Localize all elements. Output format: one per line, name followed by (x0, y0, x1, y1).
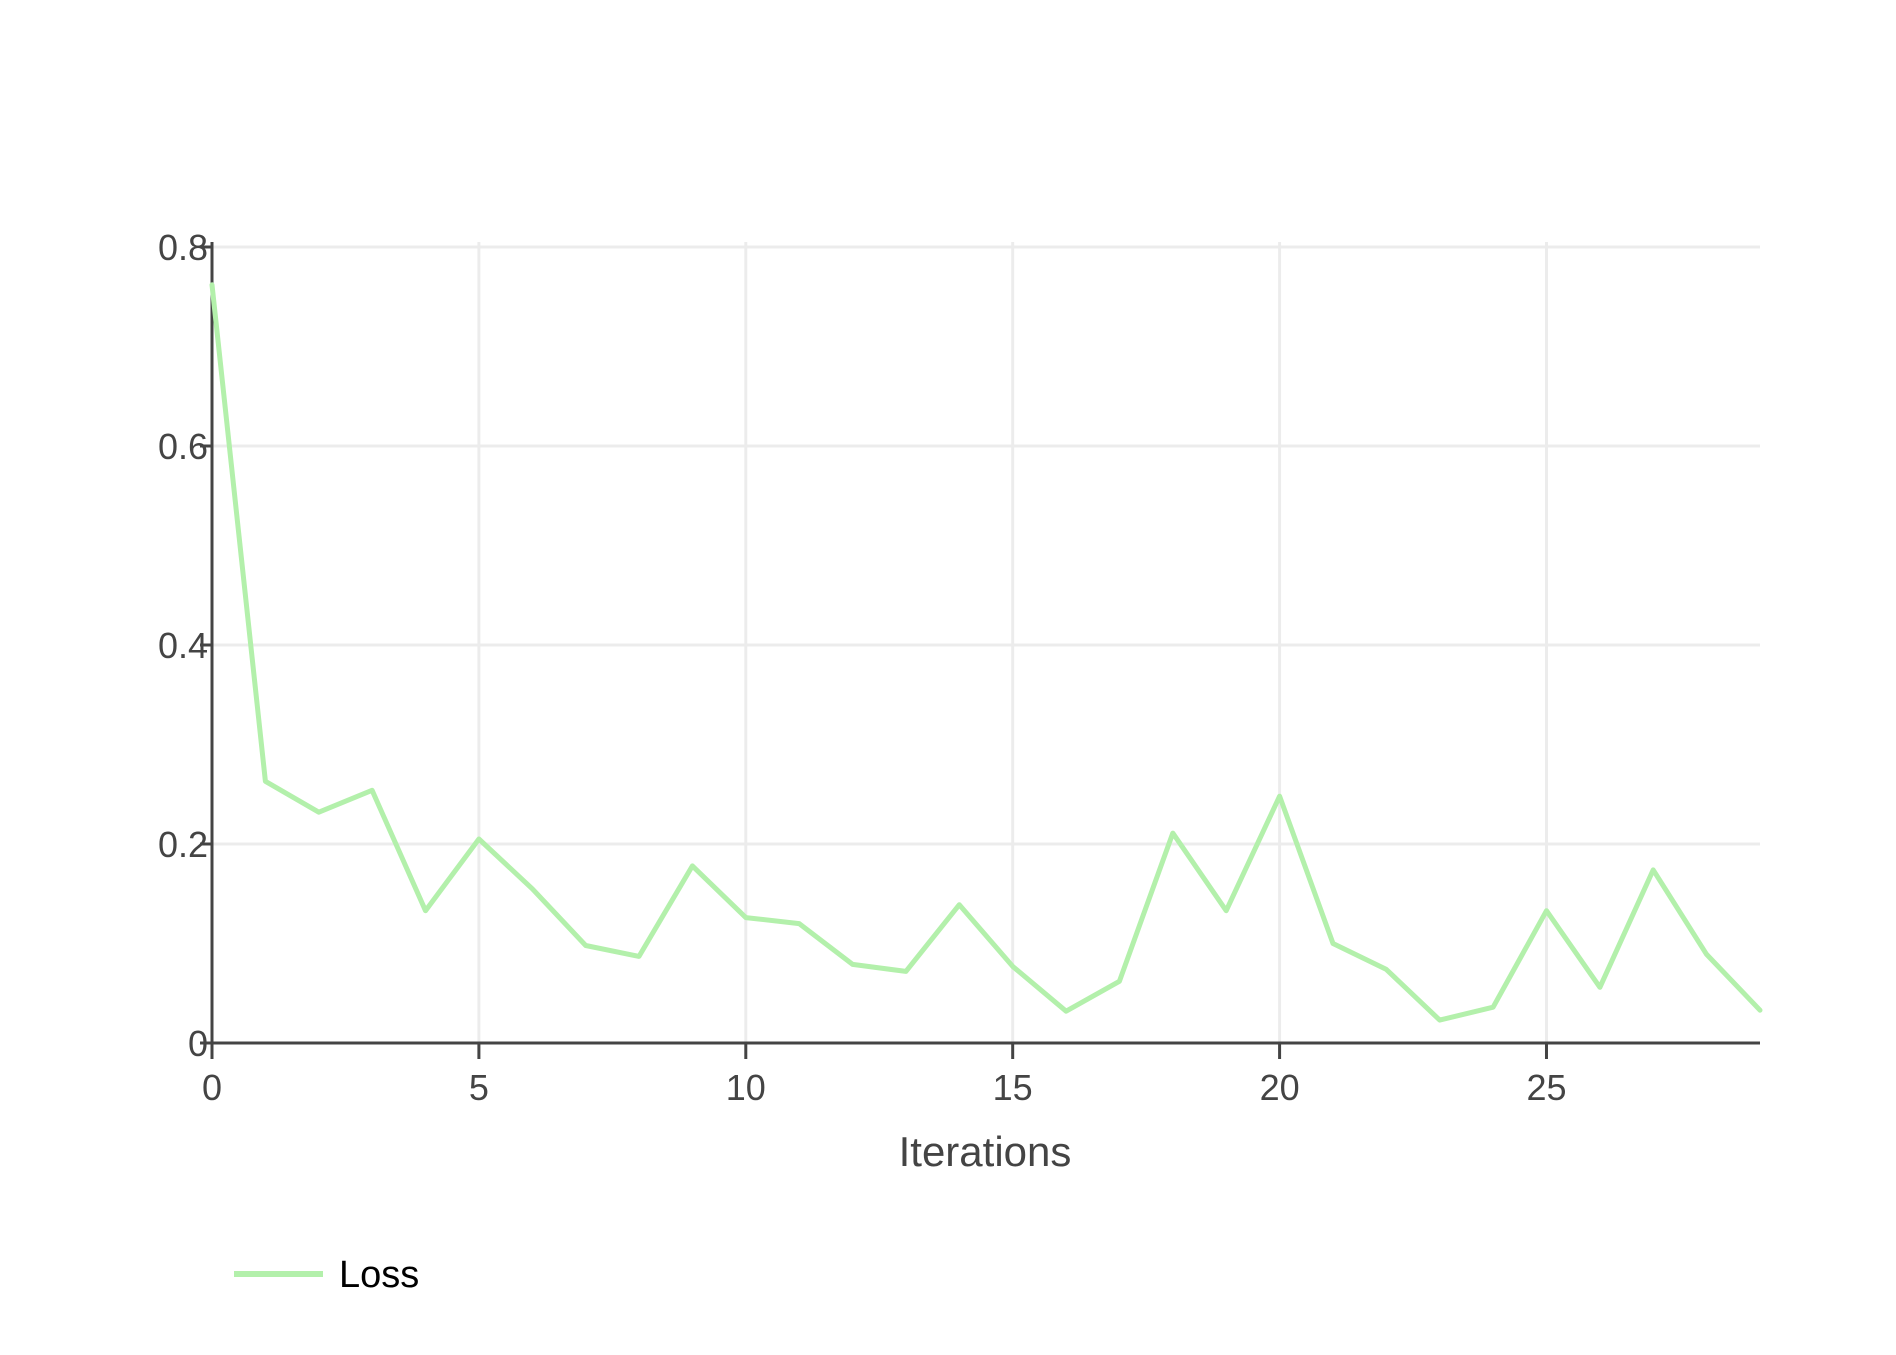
series-line-loss[interactable] (209, 282, 1763, 1023)
y-tick-label: 0 (188, 1023, 208, 1064)
grid (212, 242, 1760, 1043)
x-tick-label: 25 (1526, 1067, 1566, 1108)
legend-label[interactable]: Loss (339, 1254, 419, 1296)
x-axis-title: Iterations (899, 1128, 1072, 1175)
x-tick-label: 20 (1260, 1067, 1300, 1108)
y-tick-label: 0.4 (158, 625, 208, 666)
y-tick-label: 0.6 (158, 426, 208, 467)
x-tick-label: 15 (993, 1067, 1033, 1108)
y-tick-label: 0.2 (158, 824, 208, 865)
x-tick-label: 5 (469, 1067, 489, 1108)
x-tick-label: 10 (726, 1067, 766, 1108)
legend[interactable]: Loss (234, 1254, 419, 1296)
x-tick-label: 0 (202, 1067, 222, 1108)
tick-labels: 0 0.2 0.4 0.6 0.8 0 5 10 15 20 25 (158, 227, 1567, 1108)
y-tick-label: 0.8 (158, 227, 208, 268)
series-layer (209, 282, 1763, 1023)
axes (200, 242, 1760, 1059)
